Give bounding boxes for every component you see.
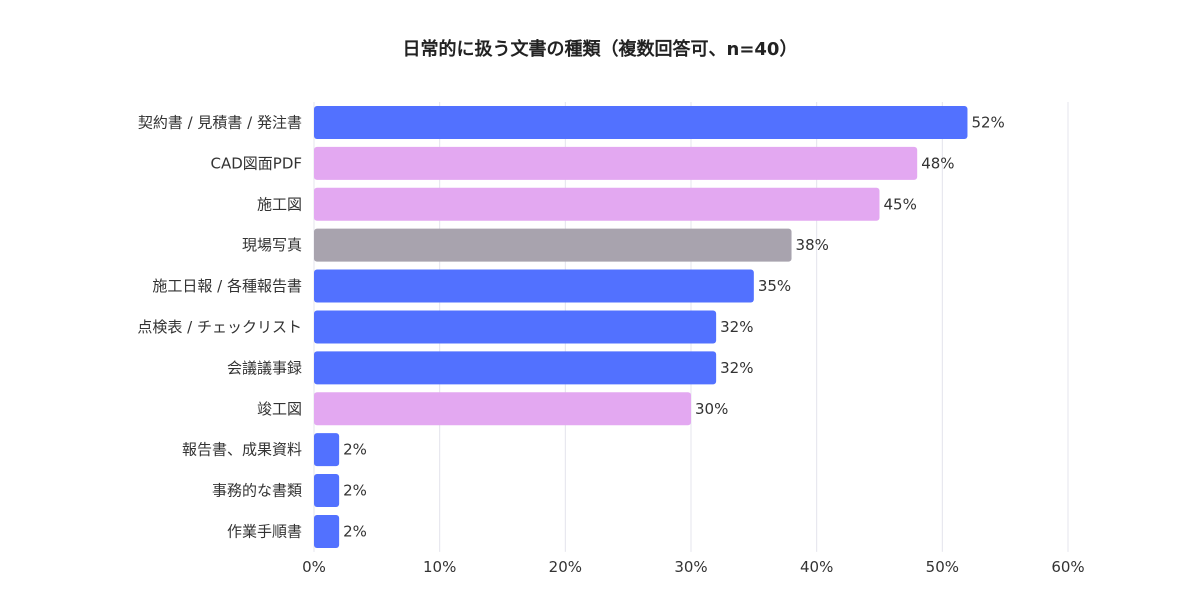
x-tick-label: 0% (302, 558, 326, 576)
category-label: 作業手順書 (227, 522, 302, 540)
data-label: 38% (796, 236, 829, 254)
data-label: 2% (343, 441, 367, 459)
bar (314, 474, 340, 508)
data-label: 30% (695, 400, 728, 418)
bar (314, 310, 717, 344)
category-label: 施工日報 / 各種報告書 (152, 277, 302, 295)
category-label: 会議議事録 (227, 359, 302, 377)
value-labels: 52% 48% 45% 38% 35% 32% 32% 30% 2% 2% 2% (343, 113, 1005, 540)
category-label: CAD図面PDF (210, 154, 302, 172)
x-axis-tick-labels: 0% 10% 20% 30% 40% 50% 60% (302, 558, 1085, 576)
bar (314, 105, 968, 139)
data-label: 52% (971, 113, 1004, 131)
x-tick-label: 40% (800, 558, 833, 576)
bar (314, 187, 880, 221)
x-tick-label: 10% (423, 558, 456, 576)
bar (314, 351, 717, 385)
data-label: 2% (343, 482, 367, 500)
data-label: 2% (343, 522, 367, 540)
x-tick-label: 30% (674, 558, 707, 576)
x-tick-label: 20% (549, 558, 582, 576)
data-label: 35% (758, 277, 791, 295)
x-tick-label: 60% (1051, 558, 1084, 576)
x-tick-label: 50% (926, 558, 959, 576)
bar (314, 392, 691, 426)
category-label: 現場写真 (242, 236, 302, 254)
data-label: 32% (720, 318, 753, 336)
category-label: 点検表 / チェックリスト (137, 318, 302, 336)
chart-title: 日常的に扱う文書の種類（複数回答可、n=40） (403, 38, 798, 60)
bar (314, 269, 754, 303)
data-label: 45% (884, 195, 917, 213)
bar (314, 514, 340, 548)
category-label: 報告書、成果資料 (182, 441, 302, 459)
category-label: 契約書 / 見積書 / 発注書 (138, 113, 302, 131)
data-label: 32% (720, 359, 753, 377)
bar (314, 228, 792, 262)
category-label: 施工図 (257, 195, 302, 213)
bar (314, 146, 918, 180)
category-label: 竣工図 (257, 400, 302, 418)
category-label: 事務的な書類 (212, 482, 302, 500)
data-label: 48% (921, 154, 954, 172)
bar (314, 433, 340, 467)
bars (314, 105, 968, 548)
